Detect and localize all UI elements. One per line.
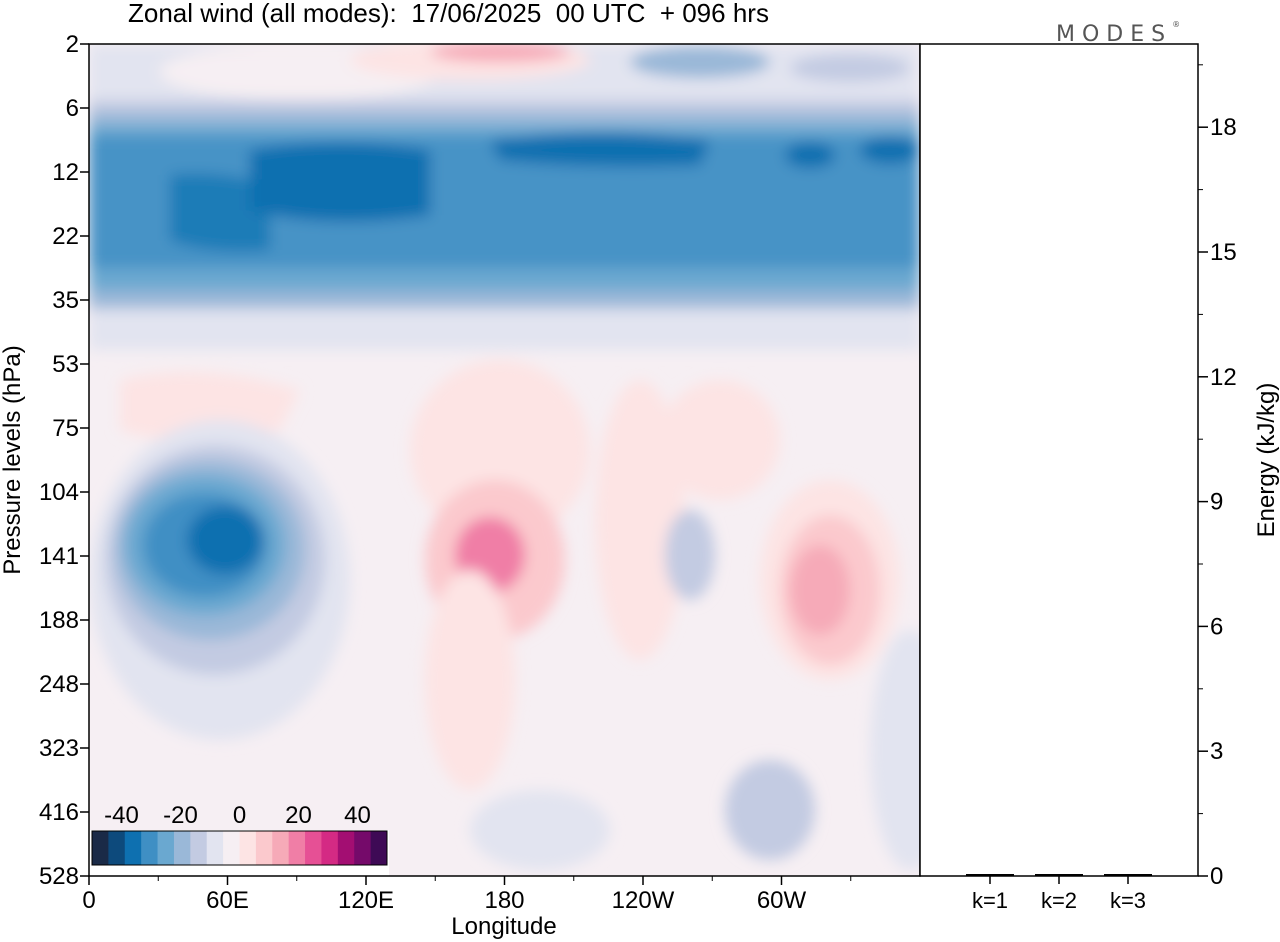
x-tick-label: 120W: [612, 887, 675, 914]
x-tick-label: 120E: [338, 887, 394, 914]
energy-y-tick-label: 3: [1210, 738, 1223, 765]
y-tick-label: 2: [66, 31, 79, 58]
x-tick-label: 60E: [206, 887, 249, 914]
colorbar-swatch: [173, 831, 191, 865]
energy-bar: [966, 874, 1014, 876]
zonal-wind-field: [89, 44, 920, 876]
y-tick-label: 416: [39, 799, 79, 826]
logo-text: MODES: [1056, 22, 1173, 47]
colorbar-swatch: [255, 831, 273, 865]
colorbar-swatch: [272, 831, 290, 865]
colorbar-swatch: [108, 831, 126, 865]
colorbar-swatch: [337, 831, 355, 865]
y-tick-label: 22: [52, 223, 79, 250]
colorbar-swatch: [190, 831, 208, 865]
colorbar-swatch: [92, 831, 109, 865]
colorbar-swatch: [141, 831, 159, 865]
energy-bars: [966, 874, 1152, 876]
y-tick-label: 6: [66, 95, 79, 122]
energy-bar: [1035, 874, 1083, 876]
energy-y-tick-label: 18: [1210, 114, 1237, 141]
colorbar: -40 -20 0 20 40: [91, 802, 388, 866]
y-tick-label: 104: [39, 479, 79, 506]
y-tick-label: 188: [39, 607, 79, 634]
y-tick-label: 248: [39, 671, 79, 698]
y-tick-label: 35: [52, 287, 79, 314]
energy-x-tick-label: k=3: [1110, 888, 1146, 913]
y-tick-label: 12: [52, 159, 79, 186]
x-axis: 0 60E 120E 180 120W 60W: [82, 876, 852, 914]
energy-y-tick-label: 9: [1210, 489, 1223, 516]
energy-y-tick-label: 12: [1210, 364, 1237, 391]
energy-x-tick-label: k=1: [972, 888, 1008, 913]
energy-y-tick-label: 15: [1210, 239, 1237, 266]
chart-title: Zonal wind (all modes): 17/06/2025 00 UT…: [128, 0, 769, 28]
x-axis-label: Longitude: [451, 913, 556, 940]
y-tick-label: 75: [52, 415, 79, 442]
colorbar-swatch: [305, 831, 322, 865]
colorbar-frame: [91, 830, 388, 866]
energy-x-tick-label: k=2: [1041, 888, 1077, 913]
energy-panel-frame: [919, 43, 1199, 877]
energy-y-tick-label: 6: [1210, 613, 1223, 640]
energy-y-tick-label: 0: [1210, 863, 1223, 890]
y-axis: 2 6 12 22 35 53 75 104 141 188 248 323 416 528: [39, 31, 89, 890]
y-tick-label: 53: [52, 351, 79, 378]
colorbar-tick-label: -40: [104, 802, 139, 829]
colorbar-swatch: [223, 831, 240, 865]
colorbar-swatch: [288, 831, 306, 865]
colorbar-swatch: [157, 831, 175, 865]
colorbar-swatch: [321, 831, 339, 865]
energy-x-axis: k=1 k=2 k=3: [972, 876, 1146, 913]
colorbar-swatch: [239, 831, 257, 865]
colorbar-tick-label: 0: [233, 802, 246, 829]
colorbar-tick-label: 20: [285, 802, 312, 829]
energy-bar: [1104, 874, 1152, 876]
energy-y-axis: 0 3 6 9 12 15 18: [1198, 64, 1237, 890]
colorbar-tick-label: 40: [344, 802, 371, 829]
y-tick-label: 528: [39, 863, 79, 890]
y-tick-label: 141: [39, 543, 79, 570]
x-tick-label: 0: [82, 887, 95, 914]
colorbar-swatch: [124, 831, 142, 865]
x-tick-label: 60W: [757, 887, 807, 914]
colorbar-swatch: [370, 831, 388, 865]
y-axis-label: Pressure levels (hPa): [0, 345, 26, 574]
colorbar-swatch: [354, 831, 372, 865]
colorbar-tick-label: -20: [163, 802, 198, 829]
modes-logo: MODES®: [1056, 20, 1181, 47]
y-tick-label: 323: [39, 735, 79, 762]
x-tick-label: 180: [484, 887, 524, 914]
energy-axis-label: Energy (kJ/kg): [1253, 383, 1280, 538]
colorbar-swatch: [206, 831, 224, 865]
